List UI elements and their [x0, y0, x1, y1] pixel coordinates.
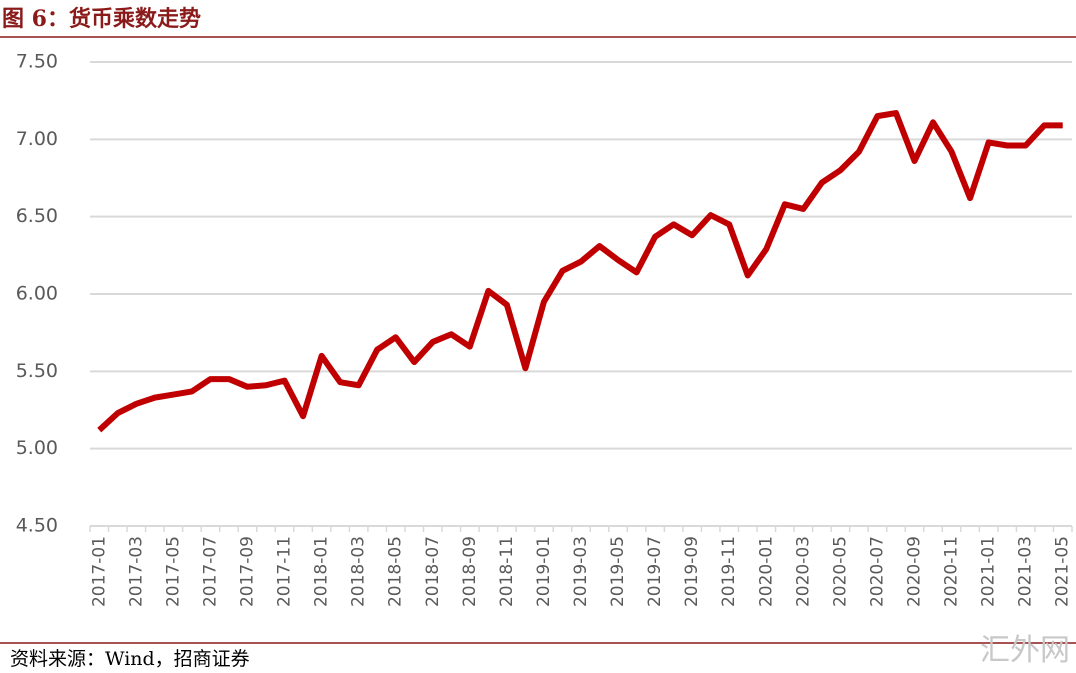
x-tick-label: 2019-07 — [645, 536, 665, 607]
x-tick-label: 2020-03 — [793, 536, 813, 607]
chart-title: 图 6：货币乘数走势 — [2, 6, 201, 32]
x-tick-label: 2020-05 — [830, 536, 850, 607]
x-tick-label: 2020-09 — [905, 536, 925, 607]
x-tick-label: 2020-11 — [942, 536, 962, 607]
x-tick-label: 2020-07 — [867, 536, 887, 607]
x-tick-label: 2018-11 — [497, 536, 517, 607]
x-tick-label: 2017-05 — [163, 536, 183, 607]
x-tick-label: 2018-09 — [460, 536, 480, 607]
data-line — [97, 110, 1063, 433]
x-tick-label: 2019-11 — [719, 536, 739, 607]
x-tick-label: 2017-07 — [200, 536, 220, 607]
x-tick-label: 2021-03 — [1016, 536, 1036, 607]
x-tick-label: 2017-09 — [237, 536, 257, 607]
x-tick-label: 2020-01 — [756, 536, 776, 607]
y-tick-label: 6.00 — [16, 283, 58, 305]
y-tick-label: 6.50 — [16, 205, 58, 227]
x-tick-label: 2017-03 — [126, 536, 146, 607]
x-tick-label: 2019-01 — [534, 536, 554, 607]
source: 资料来源：Wind，招商证券 — [10, 648, 250, 670]
x-tick-label: 2021-05 — [1053, 536, 1073, 607]
x-tick-label: 2017-01 — [89, 536, 109, 607]
y-tick-label: 5.00 — [16, 437, 58, 459]
x-tick-label: 2019-09 — [682, 536, 702, 607]
watermark: 汇外网 — [980, 633, 1070, 668]
x-tick-label: 2019-03 — [571, 536, 591, 607]
x-tick-label: 2018-07 — [423, 536, 443, 607]
x-tick-label: 2018-05 — [386, 536, 406, 607]
y-tick-label: 4.50 — [16, 515, 58, 537]
y-tick-label: 7.00 — [16, 128, 58, 150]
y-tick-label: 7.50 — [16, 51, 58, 73]
x-tick-label: 2019-05 — [608, 536, 628, 607]
x-tick-label: 2018-01 — [312, 536, 332, 607]
x-tick-label: 2018-03 — [349, 536, 369, 607]
x-tick-label: 2017-11 — [275, 536, 295, 607]
x-tick-label: 2021-01 — [979, 536, 999, 607]
y-tick-label: 5.50 — [16, 360, 58, 382]
